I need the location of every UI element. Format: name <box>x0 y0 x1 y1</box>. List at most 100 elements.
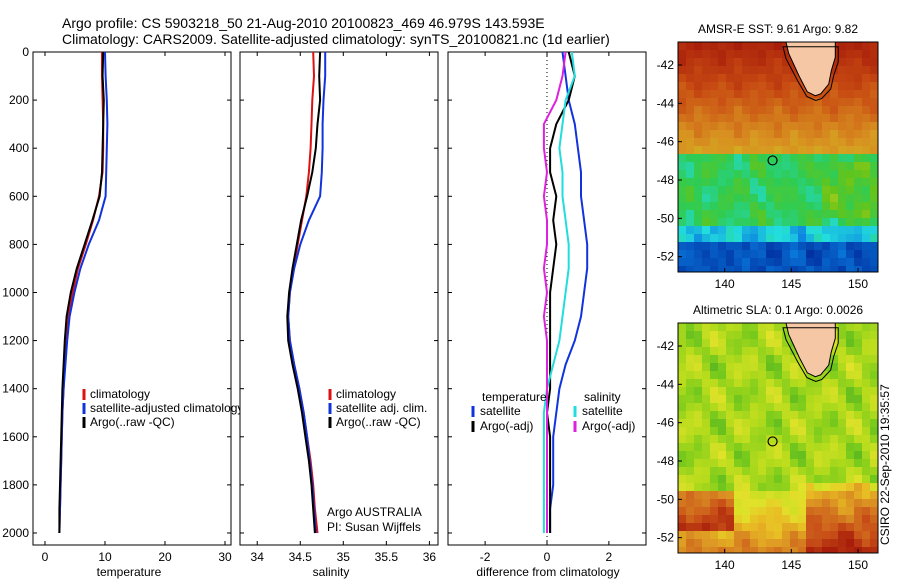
heatmap-cell <box>742 98 750 106</box>
heatmap-cell <box>806 130 814 138</box>
heatmap-cell <box>694 467 702 475</box>
heatmap-cell <box>766 138 774 146</box>
heatmap-cell <box>710 355 718 363</box>
heatmap-cell <box>734 266 742 272</box>
heatmap-cell <box>814 539 822 547</box>
heatmap-cell <box>750 475 758 483</box>
heatmap-cell <box>814 146 822 154</box>
heatmap-cell <box>710 387 718 395</box>
heatmap-cell <box>830 451 838 459</box>
heatmap-cell <box>766 258 774 266</box>
heatmap-cell <box>686 443 694 451</box>
heatmap-cell <box>870 467 878 475</box>
heatmap-cell <box>854 130 862 138</box>
heatmap-cell <box>766 106 774 114</box>
heatmap-cell <box>782 258 790 266</box>
heatmap-cell <box>734 331 742 339</box>
heatmap-cell <box>734 218 742 226</box>
heatmap-cell <box>726 210 734 218</box>
heatmap-cell <box>846 475 854 483</box>
heatmap-cell <box>726 178 734 186</box>
heatmap-cell <box>726 531 734 539</box>
heatmap-cell <box>838 347 846 355</box>
heatmap-cell <box>806 459 814 467</box>
heatmap-cell <box>854 323 862 331</box>
heatmap-cell <box>710 371 718 379</box>
heatmap-cell <box>862 114 870 122</box>
heatmap-cell <box>774 234 782 242</box>
heatmap-cell <box>862 419 870 427</box>
land-tasmania <box>785 322 836 378</box>
heatmap-cell <box>702 186 710 194</box>
heatmap-cell <box>758 395 766 403</box>
heatmap-cell <box>678 347 686 355</box>
heatmap-cell <box>686 395 694 403</box>
heatmap-cell <box>686 154 694 162</box>
heatmap-cell <box>814 427 822 435</box>
heatmap-cell <box>750 178 758 186</box>
heatmap-cell <box>790 499 798 507</box>
heatmap-cell <box>774 443 782 451</box>
heatmap-cell <box>710 226 718 234</box>
heatmap-cell <box>838 339 846 347</box>
heatmap-cell <box>702 339 710 347</box>
heatmap-cell <box>710 499 718 507</box>
heatmap-cell <box>726 74 734 82</box>
heatmap-cell <box>718 50 726 58</box>
heatmap-cell <box>678 90 686 98</box>
heatmap-cell <box>870 387 878 395</box>
heatmap-cell <box>774 395 782 403</box>
heatmap-cell <box>758 339 766 347</box>
heatmap-cell <box>822 499 830 507</box>
heatmap-cell <box>830 266 838 272</box>
heatmap-cell <box>750 194 758 202</box>
heatmap-cell <box>758 323 766 331</box>
heatmap-cell <box>870 339 878 347</box>
heatmap-cell <box>862 90 870 98</box>
heatmap-cell <box>790 82 798 90</box>
heatmap-cell <box>790 475 798 483</box>
heatmap-cell <box>838 170 846 178</box>
heatmap-cell <box>694 539 702 547</box>
heatmap-cell <box>694 250 702 258</box>
heatmap-cell <box>782 339 790 347</box>
heatmap-cell <box>766 98 774 106</box>
heatmap-cell <box>790 491 798 499</box>
heatmap-cell <box>694 451 702 459</box>
heatmap-cell <box>870 42 878 50</box>
heatmap-cell <box>742 90 750 98</box>
heatmap-cell <box>678 114 686 122</box>
heatmap-cell <box>718 66 726 74</box>
heatmap-cell <box>862 138 870 146</box>
x-tick-label: 34.5 <box>289 550 313 564</box>
heatmap-cell <box>734 435 742 443</box>
heatmap-cell <box>718 218 726 226</box>
heatmap-cell <box>742 42 750 50</box>
heatmap-cell <box>774 218 782 226</box>
heatmap-cell <box>806 403 814 411</box>
heatmap-cell <box>742 483 750 491</box>
heatmap-cell <box>702 435 710 443</box>
heatmap-cell <box>742 475 750 483</box>
heatmap-cell <box>758 170 766 178</box>
heatmap-cell <box>742 138 750 146</box>
heatmap-cell <box>854 451 862 459</box>
heatmap-cell <box>822 154 830 162</box>
heatmap-cell <box>766 507 774 515</box>
heatmap-cell <box>806 258 814 266</box>
heatmap-cell <box>806 266 814 272</box>
heatmap-cell <box>782 331 790 339</box>
heatmap-cell <box>830 82 838 90</box>
heatmap-cell <box>766 371 774 379</box>
heatmap-cell <box>726 443 734 451</box>
heatmap-cell <box>694 435 702 443</box>
heatmap-cell <box>870 82 878 90</box>
heatmap-cell <box>806 194 814 202</box>
heatmap-cell <box>678 475 686 483</box>
heatmap-cell <box>726 242 734 250</box>
heatmap-cell <box>870 411 878 419</box>
heatmap-cell <box>830 531 838 539</box>
heatmap-cell <box>686 323 694 331</box>
heatmap-cell <box>718 491 726 499</box>
heatmap-cell <box>678 66 686 74</box>
